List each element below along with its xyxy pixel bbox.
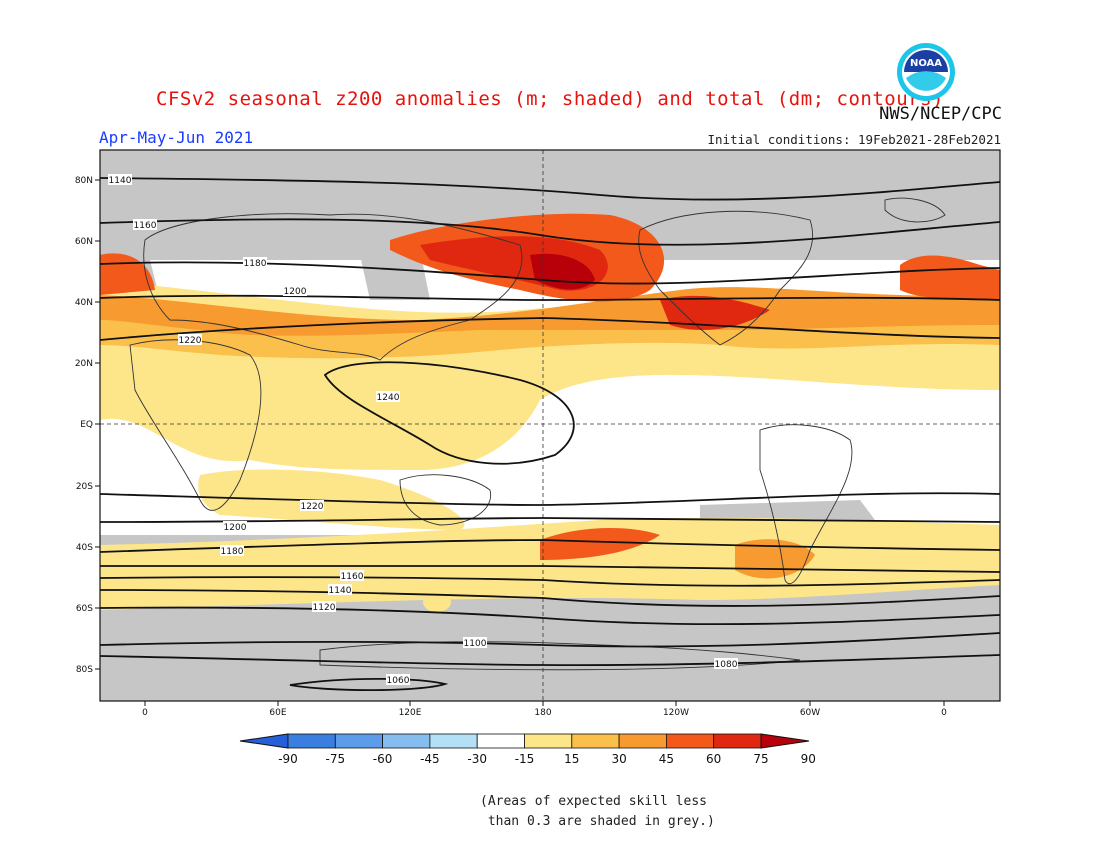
skill-note-line-1: (Areas of expected skill less xyxy=(480,794,707,809)
anomaly-shading xyxy=(100,213,1000,612)
contour-label-text: 1140 xyxy=(109,176,132,186)
contour-label: 1240 xyxy=(376,391,400,403)
contour-label-text: 1080 xyxy=(715,660,738,670)
initial-conditions-label: Initial conditions: 19Feb2021-28Feb2021 xyxy=(707,132,1002,147)
skill-note-line-2: than 0.3 are shaded in grey.) xyxy=(480,814,715,829)
colorbar-label: -60 xyxy=(373,752,393,766)
contour-label: 1200 xyxy=(283,285,307,297)
lon-label: 180 xyxy=(534,708,551,718)
lat-label: EQ xyxy=(80,420,93,430)
axis-ticks xyxy=(95,179,945,706)
contour-label-text: 1220 xyxy=(179,336,202,346)
lon-label: 60W xyxy=(800,708,820,718)
contour-label: 1220 xyxy=(178,334,202,346)
colorbar-swatch xyxy=(382,733,431,749)
colorbar-swatch xyxy=(618,733,667,749)
lat-label: 60N xyxy=(75,237,93,247)
map-frame xyxy=(99,149,1001,702)
colorbar-label: 15 xyxy=(564,752,579,766)
map-title: CFSv2 seasonal z200 anomalies (m; shaded… xyxy=(156,88,944,110)
contour-label: 1160 xyxy=(340,570,364,582)
colorbar-swatch xyxy=(287,733,336,749)
contour-labels: 1140 1160 1180 1200 1220 1240 1220 1200 1180 1160… xyxy=(108,174,738,686)
height-contours xyxy=(100,177,1000,692)
contour-label-text: 1140 xyxy=(329,586,352,596)
lat-label: 20S xyxy=(76,482,93,492)
contour-label-text: 1160 xyxy=(134,221,157,231)
contour-label: 1180 xyxy=(220,545,244,557)
lat-label: 60S xyxy=(76,604,93,614)
contour-label: 1140 xyxy=(108,174,132,186)
colorbar-label: 60 xyxy=(706,752,721,766)
latitude-labels: 80N 60N 40N 20N EQ 20S 40S 60S 80S xyxy=(75,176,93,675)
colorbar-swatch xyxy=(571,733,620,749)
contour-label-text: 1100 xyxy=(464,639,487,649)
agency-label: NWS/NCEP/CPC xyxy=(879,104,1002,124)
season-label: Apr-May-Jun 2021 xyxy=(99,128,254,147)
lat-label: 80N xyxy=(75,176,93,186)
contour-label-text: 1180 xyxy=(221,547,244,557)
colorbar-label: -15 xyxy=(515,752,535,766)
map-panel: 1140 1160 1180 1200 1220 1240 1220 1200 1180 1160… xyxy=(100,150,1000,701)
contour-label-text: 1060 xyxy=(387,676,410,686)
lon-label: 60E xyxy=(269,708,286,718)
lon-label: 0 xyxy=(941,708,947,718)
contour-label-text: 1160 xyxy=(341,572,364,582)
contour-label: 1100 xyxy=(463,637,487,649)
lat-label: 40S xyxy=(76,543,93,553)
colorbar-swatch xyxy=(666,733,715,749)
contour-label: 1180 xyxy=(243,257,267,269)
contour-label: 1060 xyxy=(386,674,410,686)
lon-label: 120E xyxy=(399,708,422,718)
colorbar-label: 30 xyxy=(611,752,626,766)
colorbar-swatch xyxy=(713,733,762,749)
contour-label: 1220 xyxy=(300,500,324,512)
colorbar-label: -75 xyxy=(325,752,345,766)
colorbar-max-arrow xyxy=(760,733,810,749)
colorbar-swatch xyxy=(429,733,478,749)
colorbar-label: -30 xyxy=(467,752,487,766)
colorbar-swatch xyxy=(524,733,573,749)
contour-label: 1120 xyxy=(312,601,336,613)
longitude-labels: 0 60E 120E 180 120W 60W 0 xyxy=(142,708,947,718)
noaa-logo-icon: NOAA xyxy=(897,43,955,101)
contour-label-text: 1220 xyxy=(301,502,324,512)
lat-label: 40N xyxy=(75,298,93,308)
skill-note: (Areas of expected skill less than 0.3 a… xyxy=(480,792,715,832)
colorbar-swatch xyxy=(476,733,525,749)
colorbar-label: 90 xyxy=(801,752,816,766)
lon-label: 120W xyxy=(663,708,689,718)
colorbar-label: -45 xyxy=(420,752,440,766)
contour-label: 1080 xyxy=(714,658,738,670)
lat-label: 80S xyxy=(76,665,93,675)
colorbar-label: 75 xyxy=(753,752,768,766)
colorbar-label: 45 xyxy=(659,752,674,766)
noaa-logo-text: NOAA xyxy=(910,58,942,69)
contour-label: 1200 xyxy=(223,521,247,533)
contour-label: 1160 xyxy=(133,219,157,231)
contour-label-text: 1240 xyxy=(377,393,400,403)
contour-label-text: 1200 xyxy=(224,523,247,533)
colorbar: -90 -75 -60 -45 -30 -15 15 30 45 60 75 90 xyxy=(239,733,816,766)
colorbar-label: -90 xyxy=(278,752,298,766)
lat-label: 20N xyxy=(75,359,93,369)
lon-label: 0 xyxy=(142,708,148,718)
contour-label-text: 1180 xyxy=(244,259,267,269)
colorbar-min-arrow xyxy=(239,733,289,749)
contour-label: 1140 xyxy=(328,584,352,596)
contour-label-text: 1120 xyxy=(313,603,336,613)
reference-lines xyxy=(100,150,1000,701)
contour-label-text: 1200 xyxy=(284,287,307,297)
colorbar-swatch xyxy=(334,733,383,749)
